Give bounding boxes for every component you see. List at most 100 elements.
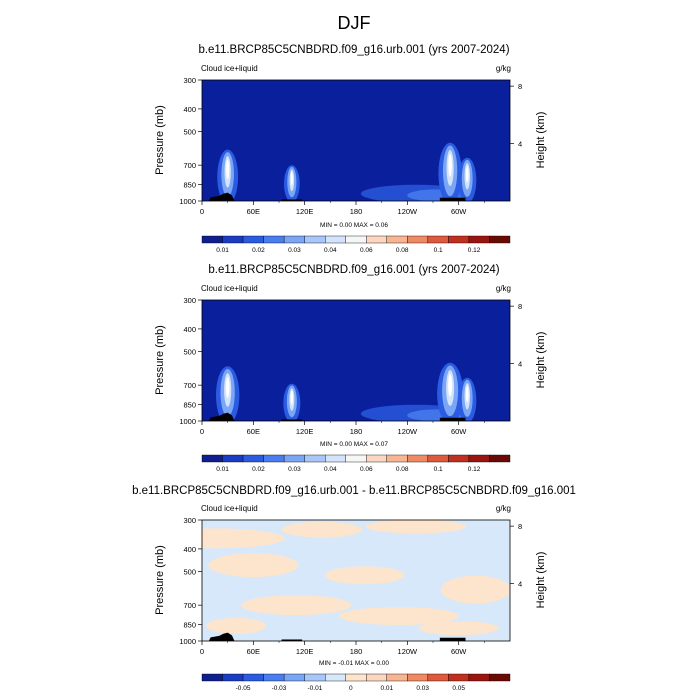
cloud-column-peak [290, 171, 293, 186]
colorbar-box [201, 454, 223, 463]
y-tick-label: 300 [183, 76, 196, 85]
colorbar-label: 0.03 [416, 685, 429, 692]
colorbar-label: 0.06 [360, 247, 373, 254]
colorbar-box [448, 454, 470, 463]
y-tick-label: 700 [183, 161, 196, 170]
cloud-column-peak [448, 373, 453, 397]
panel-3-y2label: Height (km) [535, 552, 547, 609]
colorbar-box [489, 673, 511, 682]
colorbar-label: 0.04 [324, 466, 337, 473]
y-tick-label: 400 [183, 545, 196, 554]
panel-3-units: g/kg [496, 504, 511, 513]
panel-3: b.e11.BRCP85C5CNBDRD.f09_g16.urb.001 - b… [132, 485, 576, 692]
plot-area [202, 520, 510, 641]
colorbar-box [489, 235, 511, 244]
y-tick-label: 850 [183, 181, 196, 190]
cloud-column-peak [465, 165, 469, 183]
y-tick-label: 500 [183, 127, 196, 136]
colorbar-box [242, 235, 264, 244]
colorbar-label: 0.01 [380, 685, 393, 692]
y-tick-label: 400 [183, 105, 196, 114]
colorbar-label: -0.03 [272, 685, 287, 692]
colorbar-box [407, 454, 429, 463]
colorbar-box [468, 454, 490, 463]
topography-mask [281, 199, 303, 201]
y-tick-label: 700 [183, 601, 196, 610]
x-tick-label: 120W [398, 647, 419, 656]
panel-2-plot: 0 60E 120E 180 120W 60W 300 400 500 700 850 1000 8 4 0… [179, 296, 522, 473]
colorbar-label: -0.05 [236, 685, 251, 692]
diff-positive-region [202, 528, 285, 549]
colorbar-box [345, 673, 367, 682]
panel-3-variable: Cloud ice+liquid [201, 504, 258, 513]
panel-3-stats: MIN = -0.01 MAX = 0.00 [319, 660, 389, 667]
y-tick-label: 300 [183, 516, 196, 525]
figure-title: DJF [338, 13, 371, 33]
diff-positive-region [338, 607, 459, 626]
panel-2-y2label: Height (km) [535, 332, 547, 389]
colorbar-label: 0.03 [288, 466, 301, 473]
cloud-column-peak [290, 390, 294, 405]
y-tick-label: 850 [183, 621, 196, 630]
y-tick-label: 850 [183, 401, 196, 410]
diff-positive-region [324, 566, 405, 585]
colorbar-box [304, 673, 326, 682]
x-tick-label: 180 [350, 427, 363, 436]
colorbar-box [283, 454, 305, 463]
topography-mask [208, 192, 235, 201]
diff-positive-region [365, 520, 466, 534]
x-tick-label: 60W [451, 647, 467, 656]
x-tick-label: 180 [350, 647, 363, 656]
x-tick-label: 60W [451, 427, 467, 436]
topography-mask [281, 639, 303, 641]
colorbar-box [427, 673, 449, 682]
cloud-column-peak [225, 376, 230, 398]
colorbar-label: 0.02 [252, 247, 265, 254]
plot-area [202, 80, 510, 201]
y2-tick-label: 4 [518, 580, 522, 589]
y-tick-label: 400 [183, 325, 196, 334]
colorbar-box [345, 235, 367, 244]
diff-positive-region [241, 595, 352, 616]
panel-1-title: b.e11.BRCP85C5CNBDRD.f09_g16.urb.001 (yr… [198, 44, 509, 56]
x-tick-label: 60E [247, 647, 260, 656]
cloud-column-peak [448, 153, 452, 177]
panel-2-variable: Cloud ice+liquid [201, 284, 258, 293]
y2-tick-label: 4 [518, 140, 522, 149]
y2-tick-label: 8 [518, 82, 522, 91]
colorbar-box [304, 235, 326, 244]
colorbar-label: 0.12 [468, 247, 481, 254]
panel-3-plot: 0 60E 120E 180 120W 60W 300 400 500 700 850 1000 8 4 -… [179, 516, 522, 692]
colorbar-label: -0.01 [308, 685, 323, 692]
topography-mask [208, 632, 235, 641]
colorbar-box [242, 673, 264, 682]
colorbar-label: 0.01 [216, 247, 229, 254]
topography-mask [208, 412, 235, 421]
cloud-column-peak [226, 159, 230, 180]
y-tick-label: 1000 [179, 637, 196, 646]
y-tick-label: 300 [183, 296, 196, 305]
x-tick-label: 120E [296, 207, 314, 216]
panel-1-variable: Cloud ice+liquid [201, 64, 258, 73]
x-tick-label: 60E [247, 427, 260, 436]
x-tick-label: 0 [200, 207, 204, 216]
colorbar-box [242, 454, 264, 463]
colorbar-box [386, 454, 408, 463]
colorbar-label: 0.08 [396, 247, 409, 254]
diff-positive-region [208, 553, 299, 578]
x-tick-label: 120W [398, 427, 419, 436]
y-tick-label: 500 [183, 347, 196, 356]
y-tick-label: 1000 [179, 417, 196, 426]
panel-1-units: g/kg [496, 64, 511, 73]
diff-positive-region [281, 521, 362, 538]
colorbar-box [283, 673, 305, 682]
colorbar-box [366, 454, 387, 463]
colorbar-box [222, 673, 244, 682]
cloud-column-peak [465, 385, 469, 403]
panel-3-ylabel: Pressure (mb) [154, 545, 166, 615]
colorbar-box [468, 235, 490, 244]
x-tick-label: 180 [350, 207, 363, 216]
colorbar-box [407, 235, 429, 244]
colorbar-box [345, 454, 367, 463]
